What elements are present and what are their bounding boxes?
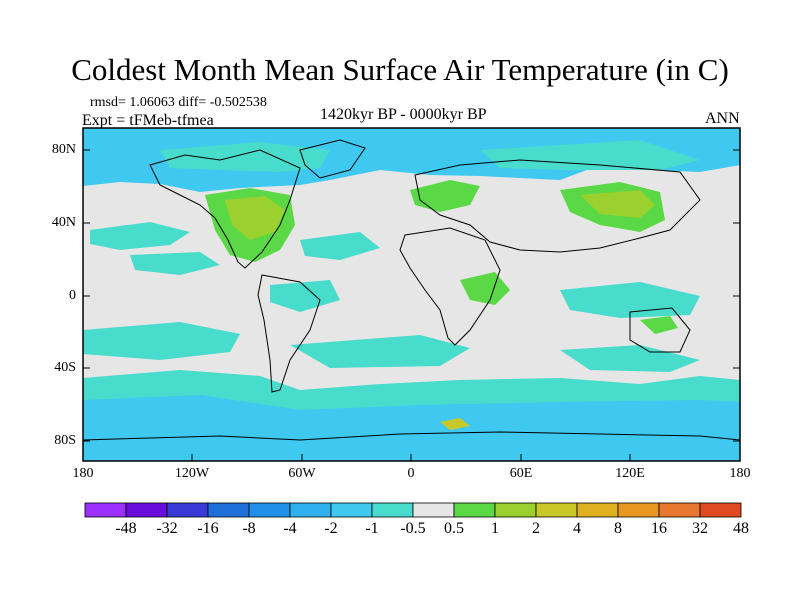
pacific-cool-patch-1 xyxy=(90,222,190,250)
colorbar-box xyxy=(371,502,414,518)
pacific-cool-patch-2 xyxy=(130,252,220,275)
colorbar-label: 0.5 xyxy=(444,520,464,537)
colorbar-label: 16 xyxy=(651,520,667,537)
axis-ticks xyxy=(82,149,741,461)
lon-label: 120W xyxy=(174,466,210,481)
coast-north-america xyxy=(149,149,301,269)
colorbar-box xyxy=(166,502,209,518)
coast-antarctica xyxy=(83,431,740,441)
colorbar-box xyxy=(84,502,127,518)
asia-warm-core xyxy=(580,190,655,218)
colorbar-label: 32 xyxy=(692,520,708,537)
season-label: ANN xyxy=(705,110,740,127)
colorbar-box xyxy=(289,502,332,518)
lat-label: 40S xyxy=(54,360,76,375)
colorbar-label: -32 xyxy=(156,520,178,537)
lat-label: 0 xyxy=(69,288,76,303)
colorbar-box xyxy=(453,502,496,518)
antarctic-warm-spot xyxy=(440,418,470,430)
southern-midlat-cool-1 xyxy=(83,322,240,360)
coast-greenland xyxy=(299,139,366,179)
colorbar-box xyxy=(412,502,455,518)
lat-label: 80S xyxy=(54,433,76,448)
atlantic-cool-patch xyxy=(300,232,380,260)
coastlines xyxy=(83,139,740,441)
colorbar-box xyxy=(699,502,742,518)
colorbar xyxy=(84,502,742,518)
colorbar-box xyxy=(617,502,660,518)
map-field xyxy=(83,128,740,461)
lon-label: 60W xyxy=(288,466,316,481)
coast-europe-asia xyxy=(414,159,701,253)
southern-ocean-cool-dark xyxy=(83,395,740,432)
experiment-label: Expt = tFMeb-tfmea xyxy=(82,112,214,129)
lon-label: 180 xyxy=(72,466,94,481)
colorbar-label: -4 xyxy=(283,520,297,537)
colorbar-box xyxy=(248,502,291,518)
antarctic-cool-region xyxy=(83,432,740,461)
europe-warm xyxy=(410,180,480,212)
southern-midlat-cool-2 xyxy=(290,335,470,368)
colorbar-label: 48 xyxy=(733,520,749,537)
plot-title: Coldest Month Mean Surface Air Temperatu… xyxy=(71,52,729,87)
colorbar-box xyxy=(494,502,537,518)
arctic-cool-light xyxy=(160,142,330,172)
siberia-cool-light xyxy=(480,140,700,170)
africa-warm-patch xyxy=(460,272,510,305)
coast-australia xyxy=(629,307,691,353)
colorbar-box xyxy=(125,502,168,518)
colorbar-box xyxy=(535,502,578,518)
coast-south-america xyxy=(257,274,321,393)
lon-label: 0 xyxy=(407,466,415,481)
colorbar-label: -2 xyxy=(324,520,338,537)
colorbar-label: 8 xyxy=(614,520,622,537)
colorbar-label: -0.5 xyxy=(400,520,426,537)
colorbar-box xyxy=(207,502,250,518)
period-label: 1420kyr BP - 0000kyr BP xyxy=(320,106,487,123)
colorbar-label: -1 xyxy=(365,520,379,537)
colorbar-box xyxy=(330,502,373,518)
colorbar-box xyxy=(658,502,701,518)
north-america-warm-core xyxy=(225,196,285,240)
lon-label: 180 xyxy=(729,466,751,481)
colorbar-label: -16 xyxy=(197,520,219,537)
coast-africa xyxy=(399,227,501,346)
colorbar-label: 4 xyxy=(573,520,581,537)
lon-label: 60E xyxy=(509,466,533,481)
lon-label: 120E xyxy=(615,466,645,481)
lat-label: 40N xyxy=(51,215,76,230)
tropical-cool-patch-1 xyxy=(270,280,340,312)
colorbar-label: -8 xyxy=(242,520,256,537)
australia-warm-patch xyxy=(640,316,678,334)
colorbar-box xyxy=(576,502,619,518)
colorbar-label: -48 xyxy=(115,520,137,537)
colorbar-label: 1 xyxy=(491,520,499,537)
colorbar-label: 2 xyxy=(532,520,540,537)
stats-text: rmsd= 1.06063 diff= -0.502538 xyxy=(90,95,267,110)
lat-label: 80N xyxy=(51,142,76,157)
